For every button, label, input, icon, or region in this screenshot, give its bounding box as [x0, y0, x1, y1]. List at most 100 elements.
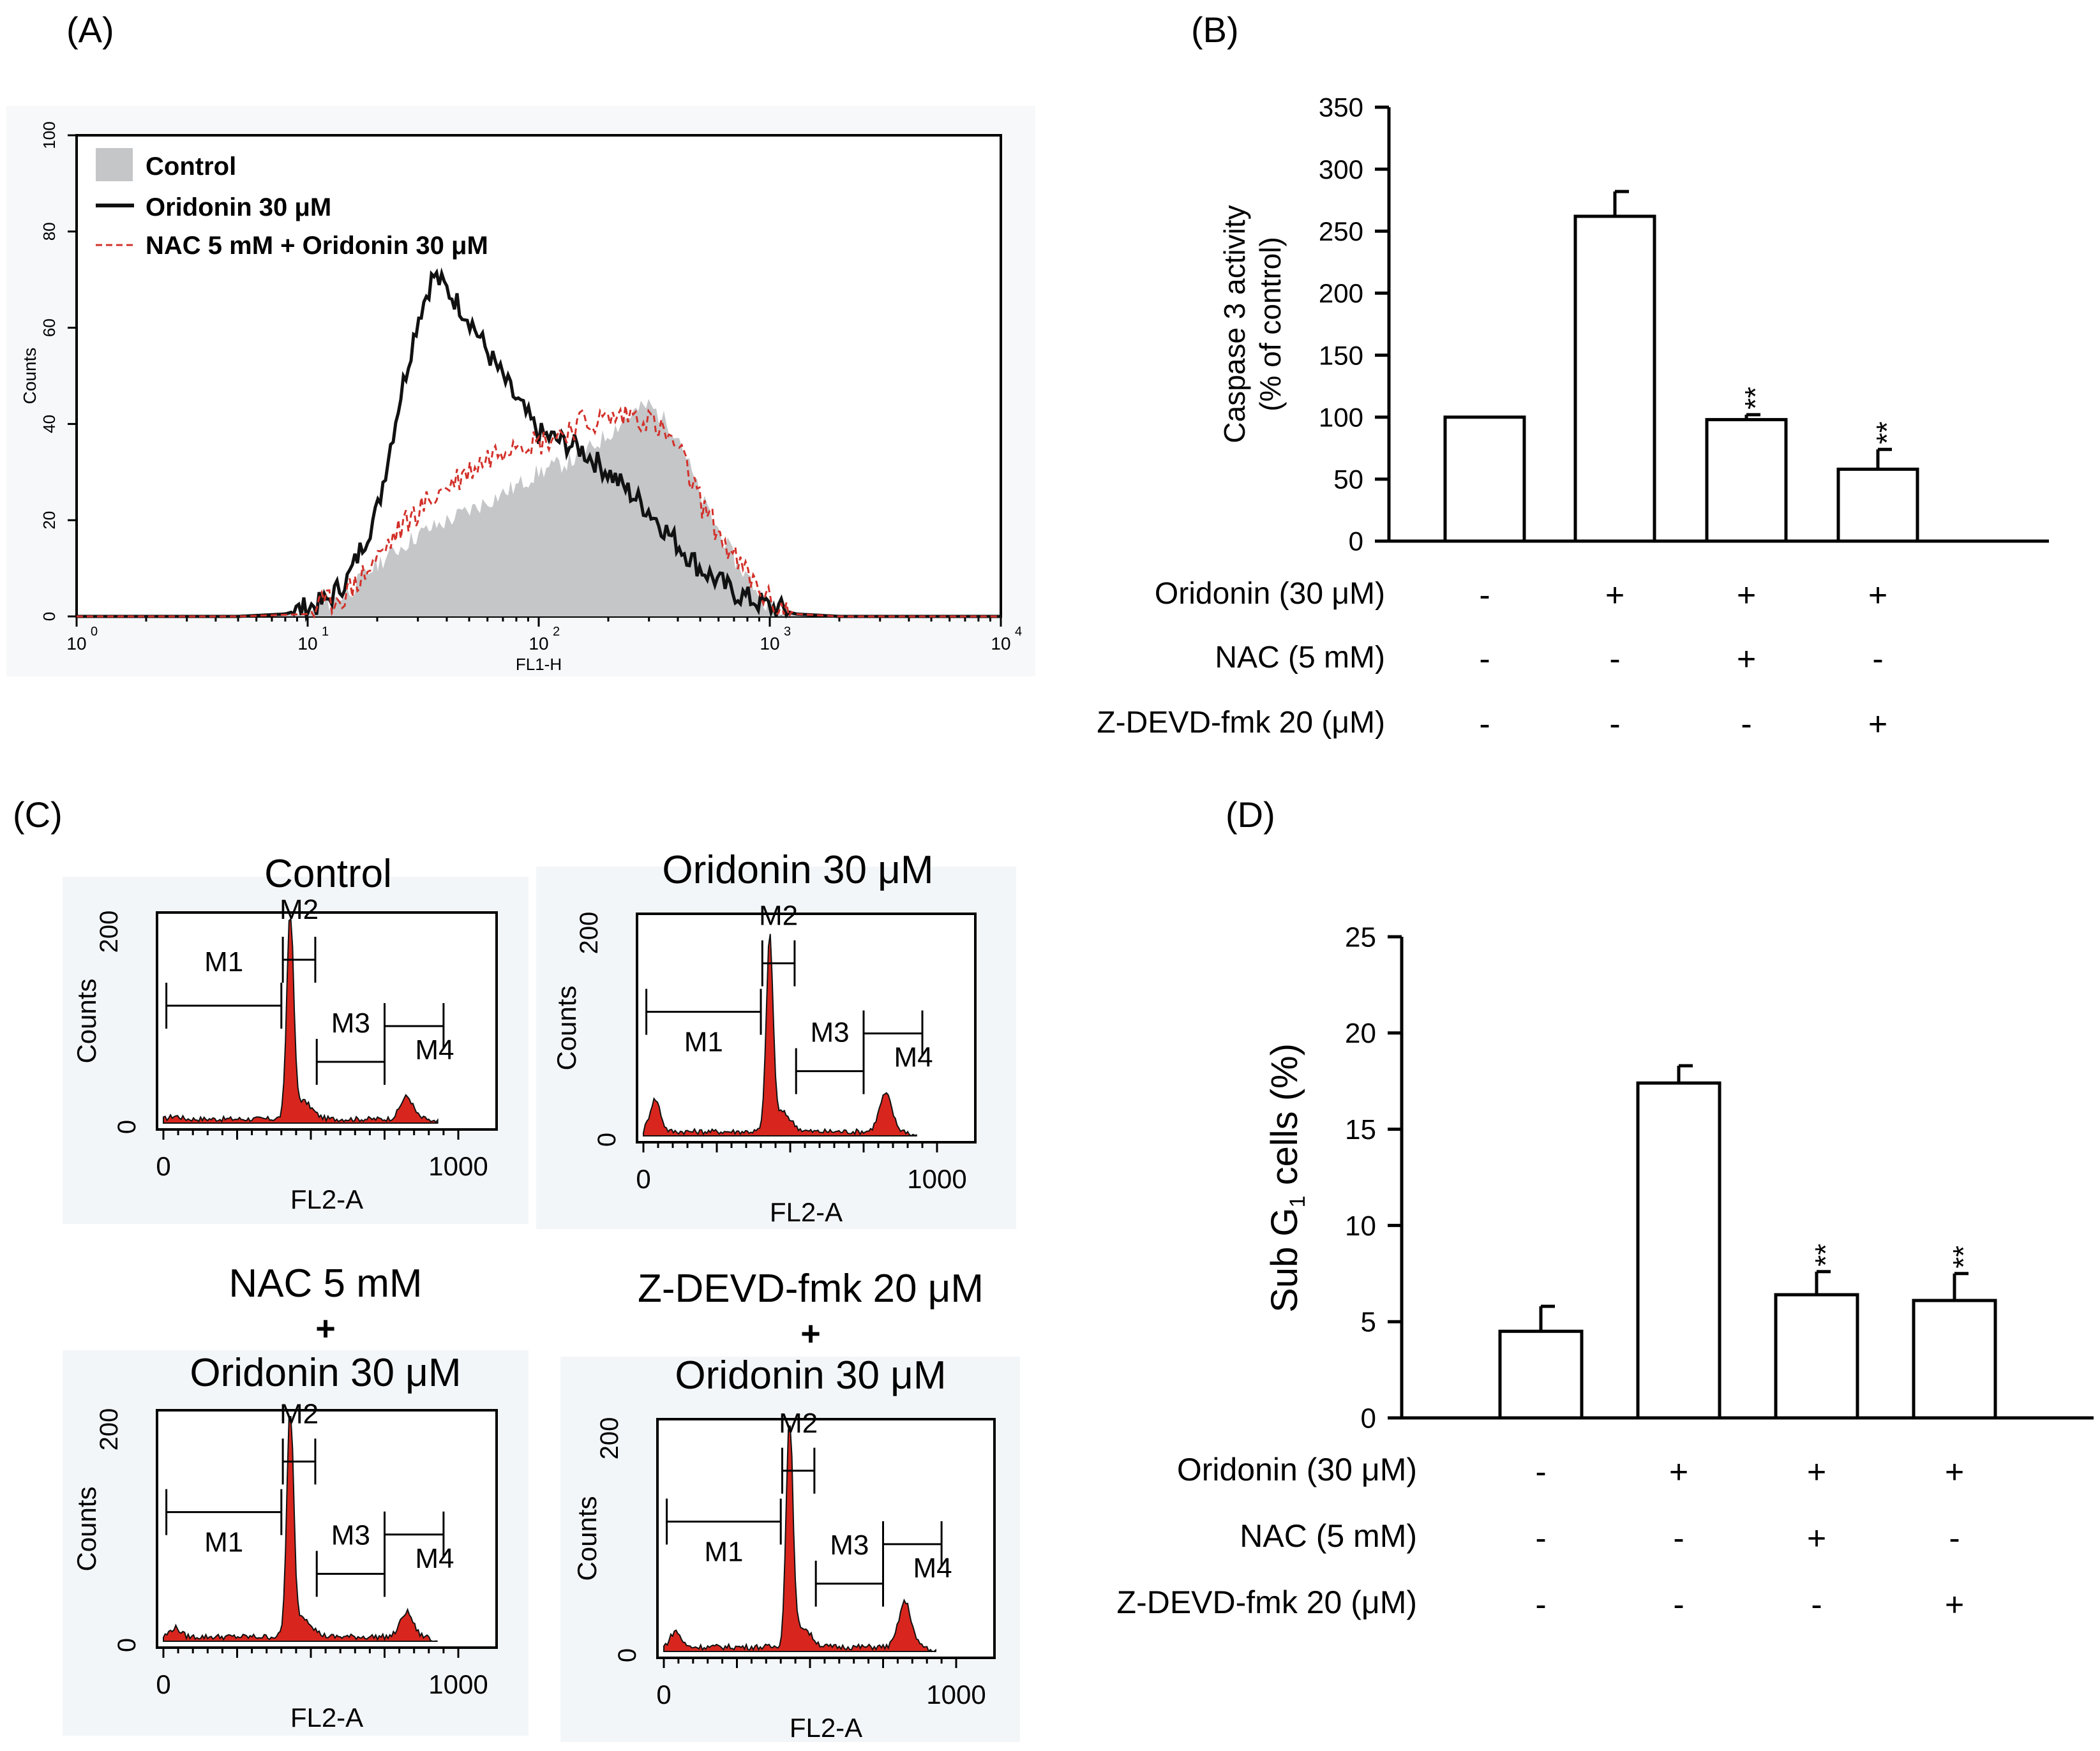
panel-d-condition-label: NAC (5 mM) [1240, 1518, 1417, 1554]
panel-c-3-marker-M1: M1 [204, 1527, 243, 1558]
panel-a-xtick-label: 10 [66, 634, 86, 653]
panel-c-3-plus: + [315, 1309, 336, 1348]
panel-a-legend-oridonin: Oridonin 30 μM [146, 193, 331, 221]
panel-b-ytick-label: 250 [1319, 216, 1363, 246]
panel-d-ylabel-main: Sub G [1264, 1207, 1305, 1312]
panel-d-condition-sign: + [1807, 1520, 1826, 1557]
panel-c-1-histogram [163, 917, 439, 1124]
panel-c-2-histogram [643, 934, 917, 1137]
panel-d-ytick-label: 15 [1345, 1114, 1376, 1145]
panel-d-condition-sign: + [1807, 1454, 1826, 1491]
panel-c-3-title: NAC 5 mM [229, 1262, 422, 1306]
panel-d-significance: ** [1947, 1246, 1980, 1269]
panel-d-bar [1912, 1299, 1997, 1420]
panel-d-condition-label: Oridonin (30 μM) [1177, 1452, 1417, 1487]
panel-b-caspase-bar-chart: 0 50 100 150 200 250 300 350 ** ** Oridonin (30 μM… [1097, 93, 2049, 743]
panel-c-3-marker-M2: M2 [280, 1398, 319, 1429]
panel-d-condition-sign: - [1535, 1454, 1546, 1491]
panel-d-bar [1636, 1081, 1721, 1420]
panel-a-legend-control: Control [146, 153, 236, 181]
panel-c-4-title-2: Oridonin 30 μM [675, 1353, 946, 1397]
panel-a-ytick-label: 60 [40, 318, 59, 337]
panel-a-series-control [77, 399, 1001, 616]
panel-d-condition-sign: - [1535, 1586, 1546, 1623]
panel-b-condition-sign: - [1609, 706, 1620, 743]
panel-d-ytick-label: 20 [1345, 1018, 1376, 1049]
panel-b-bar [1836, 467, 1919, 543]
panel-c-4-marker-M4: M4 [913, 1553, 952, 1584]
panel-a-series-nac [77, 405, 1001, 620]
panel-c-4-histogram [663, 1425, 936, 1653]
panel-d-ylabel: Sub G1 cells (%) [1264, 1043, 1310, 1313]
panel-b-condition-sign: - [1609, 641, 1620, 678]
panel-d-condition-sign: - [1673, 1520, 1684, 1557]
panel-a-ytick-label: 100 [40, 121, 59, 149]
panel-a-xlabel: FL1-H [516, 655, 562, 674]
panel-c-3-xtick-label-0: 0 [156, 1669, 170, 1699]
panel-b-ytick-label: 150 [1319, 340, 1363, 370]
panel-d-ylabel-subscript: 1 [1286, 1196, 1310, 1208]
panel-c-3-marker-M3: M3 [331, 1519, 370, 1551]
panel-b-ytick-label: 50 [1333, 465, 1363, 495]
panel-d-bar [1774, 1293, 1859, 1420]
panel-a-xtick-exponent: 3 [784, 625, 791, 639]
panel-c-3-histogram [163, 1416, 438, 1642]
panel-b-condition-sign: - [1872, 641, 1883, 678]
panel-c-2-ytick-label-1: 200 [575, 912, 603, 955]
panel-c-2-marker-M3: M3 [811, 1017, 850, 1048]
panel-c-2-marker-M2: M2 [759, 900, 798, 932]
panel-c-2-title: Oridonin 30 μM [662, 848, 933, 892]
panel-b-condition-sign: + [1737, 577, 1756, 614]
panel-b-bar [1573, 214, 1656, 543]
panel-c-2-xlabel: FL2-A [770, 1197, 843, 1227]
panel-d-condition-sign: - [1949, 1520, 1960, 1557]
panel-c-2-marker-M4: M4 [894, 1041, 933, 1073]
panel-c-4-marker-M1: M1 [704, 1536, 743, 1567]
panel-c-1-marker-M3: M3 [331, 1008, 370, 1039]
panel-c-4-ytick-label-0: 0 [613, 1648, 641, 1662]
panel-c-4-title: Z-DEVD-fmk 20 μM [638, 1267, 984, 1311]
panel-b-condition-sign: - [1479, 577, 1490, 614]
panel-b-condition-sign: + [1868, 706, 1887, 743]
panel-c-2-xtick-label-0: 0 [636, 1164, 650, 1194]
panel-c-2-ytick-label-0: 0 [593, 1133, 621, 1147]
panel-c-4-plot-area [656, 1418, 996, 1659]
panel-c-4-xtick-label-0: 0 [656, 1680, 671, 1710]
panel-d-ytick-label: 5 [1361, 1307, 1376, 1338]
panel-b-label: (B) [1191, 10, 1239, 50]
panel-c-4-xlabel: FL2-A [790, 1713, 862, 1743]
panel-c-1-ytick-label-1: 200 [95, 911, 123, 953]
panel-a-label: (A) [66, 10, 114, 50]
panel-b-ylabel-2: (% of control) [1254, 237, 1287, 412]
panel-d-condition-sign: - [1811, 1586, 1822, 1623]
panel-d-label: (D) [1226, 794, 1275, 835]
panel-b-bar [1443, 415, 1526, 543]
panel-b-condition-label: Z-DEVD-fmk 20 (μM) [1097, 706, 1385, 740]
panel-c-3-ylabel: Counts [71, 1486, 101, 1571]
panel-c-1-ytick-label-0: 0 [113, 1120, 141, 1134]
panel-d-ytick-label: 10 [1345, 1211, 1376, 1242]
panel-c-1-xtick-label-0: 0 [156, 1151, 170, 1181]
panel-a-ytick-label: 80 [40, 222, 59, 241]
panel-c-4-marker-M2: M2 [779, 1408, 818, 1439]
panel-c-2-plot-area [636, 913, 977, 1144]
panel-b-condition-label: NAC (5 mM) [1215, 641, 1385, 674]
panel-c-cell-cycle-histograms: Control 0 200 Counts 0 1000 FL2-A M1 M2 M3 M4 Orido… [63, 848, 1020, 1743]
panel-b-ytick-label: 200 [1319, 278, 1363, 308]
panel-c-1-xtick-label-1: 1000 [428, 1151, 488, 1181]
panel-d-ytick-label: 0 [1361, 1403, 1376, 1434]
panel-a-ylabel: Counts [20, 348, 40, 405]
panel-a-ytick-label: 0 [40, 612, 59, 621]
panel-b-condition-sign: + [1868, 577, 1887, 614]
panel-a-legend-nac: NAC 5 mM + Oridonin 30 μM [146, 232, 488, 260]
panel-c-1-title: Control [264, 852, 392, 896]
panel-b-significance: ** [1739, 387, 1772, 410]
panel-d-ylabel-tail: cells (%) [1264, 1043, 1305, 1195]
panel-b-ytick-label: 300 [1319, 154, 1363, 184]
panel-d-ytick-label: 25 [1345, 921, 1376, 953]
panel-c-4-ylabel: Counts [572, 1496, 602, 1581]
panel-b-bar [1705, 418, 1788, 543]
panel-b-significance: ** [1870, 421, 1903, 444]
panel-c-3-xlabel: FL2-A [290, 1703, 363, 1732]
panel-b-condition-sign: + [1605, 577, 1624, 614]
